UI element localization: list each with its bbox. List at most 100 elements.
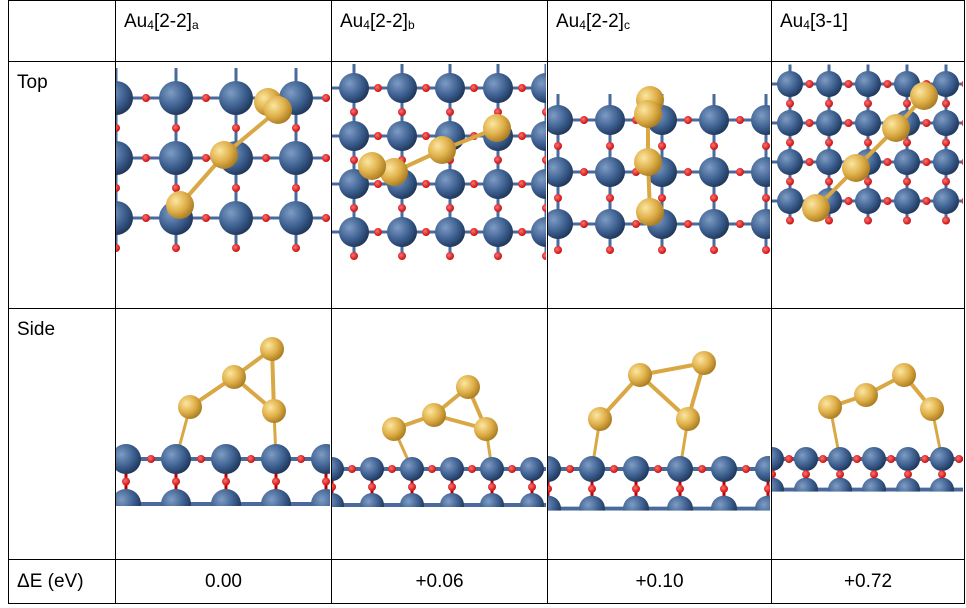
metal-atom bbox=[332, 457, 344, 481]
oxygen-atom bbox=[742, 465, 750, 473]
oxygen-atom bbox=[903, 217, 911, 225]
oxygen-atom bbox=[658, 246, 666, 254]
oxygen-atom bbox=[819, 455, 827, 463]
oxygen-atom bbox=[350, 204, 358, 212]
metal-atom bbox=[930, 447, 954, 471]
metal-atom bbox=[531, 217, 546, 247]
variant: c bbox=[624, 18, 630, 32]
metal-atom bbox=[751, 209, 770, 239]
metal-atom bbox=[699, 209, 729, 239]
oxygen-atom bbox=[720, 485, 728, 493]
count: 4 bbox=[147, 18, 154, 32]
metal-atom bbox=[279, 201, 313, 235]
cut bbox=[772, 492, 963, 519]
oxygen-atom bbox=[554, 246, 562, 254]
side-view bbox=[548, 309, 770, 519]
header-row: Au4[2-2]a Au4[2-2]b Au4[2-2]c Au4[3-1] bbox=[9, 1, 965, 62]
gold-atom bbox=[920, 397, 944, 421]
oxygen-atom bbox=[903, 178, 911, 186]
metal-atom bbox=[339, 121, 369, 151]
metal-atom bbox=[894, 188, 920, 214]
metal-atom bbox=[777, 110, 803, 136]
oxygen-atom bbox=[350, 252, 358, 260]
image-cell bbox=[772, 62, 965, 309]
oxygen-atom bbox=[825, 217, 833, 225]
gold-atom bbox=[676, 407, 700, 431]
side-view bbox=[772, 309, 963, 519]
cut bbox=[548, 511, 770, 519]
oxygen-atom bbox=[116, 184, 120, 192]
oxygen-atom bbox=[923, 119, 931, 127]
row-label: Side bbox=[9, 309, 116, 560]
gold-atom bbox=[166, 191, 194, 219]
oxygen-atom bbox=[588, 485, 596, 493]
oxygen-atom bbox=[654, 465, 662, 473]
metal-atom bbox=[755, 456, 770, 482]
oxygen-atom bbox=[232, 244, 240, 252]
metal-atom bbox=[483, 217, 513, 247]
oxygen-atom bbox=[494, 156, 502, 164]
metal-atom bbox=[483, 169, 513, 199]
metal-atom bbox=[623, 456, 649, 482]
oxygen-atom bbox=[606, 142, 614, 150]
oxygen-atom bbox=[518, 132, 526, 140]
metal-atom bbox=[777, 149, 803, 175]
oxygen-atom bbox=[580, 220, 588, 228]
oxygen-atom bbox=[142, 214, 150, 222]
gold-atom bbox=[222, 365, 246, 389]
corner-cell bbox=[9, 1, 116, 62]
oxygen-atom bbox=[292, 244, 300, 252]
oxygen-atom bbox=[172, 124, 180, 132]
metal-atom bbox=[548, 209, 573, 239]
header-cell: Au4[2-2]a bbox=[116, 1, 332, 62]
oxygen-atom bbox=[802, 470, 810, 478]
metal-atom bbox=[116, 81, 133, 115]
oxygen-atom bbox=[684, 220, 692, 228]
oxygen-atom bbox=[736, 116, 744, 124]
oxygen-atom bbox=[806, 119, 814, 127]
image-cell bbox=[332, 309, 548, 560]
energy-cell: 0.00 bbox=[116, 560, 332, 604]
oxygen-atom bbox=[610, 465, 618, 473]
metal-atom bbox=[777, 71, 803, 97]
oxygen-atom bbox=[142, 94, 150, 102]
metal-atom bbox=[855, 110, 881, 136]
oxygen-atom bbox=[658, 142, 666, 150]
metal-atom bbox=[595, 105, 625, 135]
energy-cell: +0.06 bbox=[332, 560, 548, 604]
oxygen-atom bbox=[853, 455, 861, 463]
oxygen-atom bbox=[446, 252, 454, 260]
side-view bbox=[116, 309, 330, 519]
metal-atom bbox=[480, 457, 504, 481]
oxygen-atom bbox=[554, 194, 562, 202]
gold-atom bbox=[422, 403, 446, 427]
oxygen-atom bbox=[322, 94, 330, 102]
oxygen-atom bbox=[955, 455, 963, 463]
element: Au bbox=[556, 11, 579, 32]
oxygen-atom bbox=[684, 168, 692, 176]
metal-atom bbox=[531, 73, 546, 103]
metal-atom bbox=[219, 201, 253, 235]
metal-atom bbox=[400, 457, 424, 481]
metal-atom bbox=[933, 110, 959, 136]
oxygen-atom bbox=[470, 228, 478, 236]
element: Au bbox=[340, 11, 363, 32]
oxygen-atom bbox=[884, 158, 892, 166]
oxygen-atom bbox=[408, 483, 416, 491]
oxygen-atom bbox=[923, 197, 931, 205]
oxygen-atom bbox=[962, 80, 964, 88]
gold-atom bbox=[628, 363, 652, 387]
oxygen-atom bbox=[786, 217, 794, 225]
top-view bbox=[548, 62, 770, 262]
oxygen-atom bbox=[764, 485, 770, 493]
metal-atom bbox=[311, 444, 330, 474]
image-cell bbox=[548, 309, 772, 560]
oxygen-atom bbox=[172, 478, 180, 486]
image-cell bbox=[548, 62, 772, 309]
metal-atom bbox=[219, 81, 253, 115]
oxygen-atom bbox=[528, 483, 536, 491]
metal-atom bbox=[440, 457, 464, 481]
oxygen-atom bbox=[494, 252, 502, 260]
oxygen-atom bbox=[446, 204, 454, 212]
count: 4 bbox=[579, 18, 586, 32]
